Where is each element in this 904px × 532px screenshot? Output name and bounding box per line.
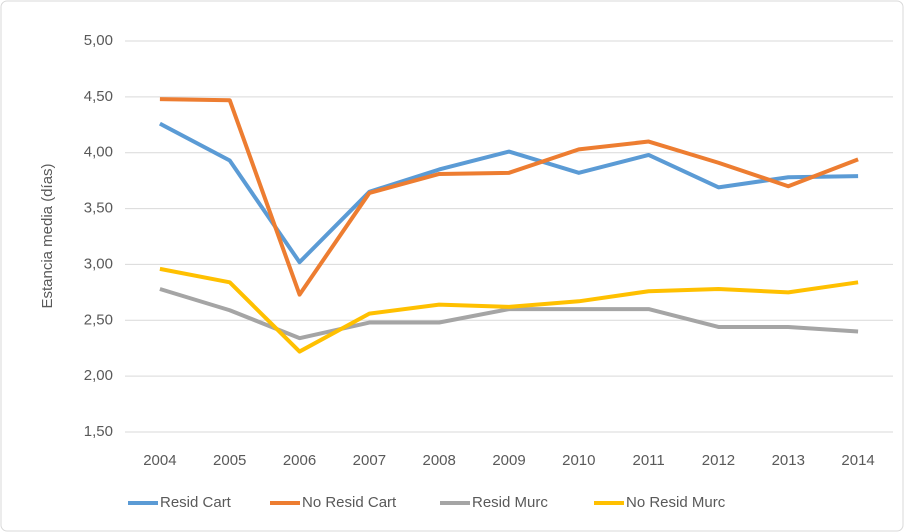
- x-tick-label: 2008: [422, 452, 455, 469]
- x-tick-label: 2011: [633, 452, 665, 469]
- y-tick-label: 4,50: [84, 88, 113, 105]
- series-line: [159, 266, 859, 354]
- y-tick-label: 2,50: [84, 311, 113, 328]
- y-tick-label: 4,00: [84, 144, 113, 161]
- x-tick-label: 2007: [353, 452, 386, 469]
- x-tick-label: 2006: [283, 452, 316, 469]
- x-tick-label: 2013: [772, 452, 805, 469]
- legend-label: Resid Murc: [472, 494, 548, 511]
- y-tick-label: 2,00: [84, 367, 113, 384]
- legend-label: No Resid Cart: [302, 494, 397, 511]
- series-line: [159, 97, 859, 297]
- y-tick-label: 5,00: [84, 32, 113, 49]
- x-tick-label: 2005: [213, 452, 246, 469]
- y-tick-label: 1,50: [84, 423, 113, 440]
- legend-label: No Resid Murc: [626, 494, 726, 511]
- legend-label: Resid Cart: [160, 494, 232, 511]
- x-tick-label: 2012: [702, 452, 735, 469]
- y-tick-label: 3,00: [84, 255, 113, 272]
- y-axis-label: Estancia media (días): [39, 163, 56, 308]
- x-tick-label: 2014: [841, 452, 874, 469]
- x-tick-label: 2010: [562, 452, 595, 469]
- x-tick-label: 2009: [492, 452, 525, 469]
- y-tick-label: 3,50: [84, 200, 113, 217]
- x-tick-label: 2004: [143, 452, 176, 469]
